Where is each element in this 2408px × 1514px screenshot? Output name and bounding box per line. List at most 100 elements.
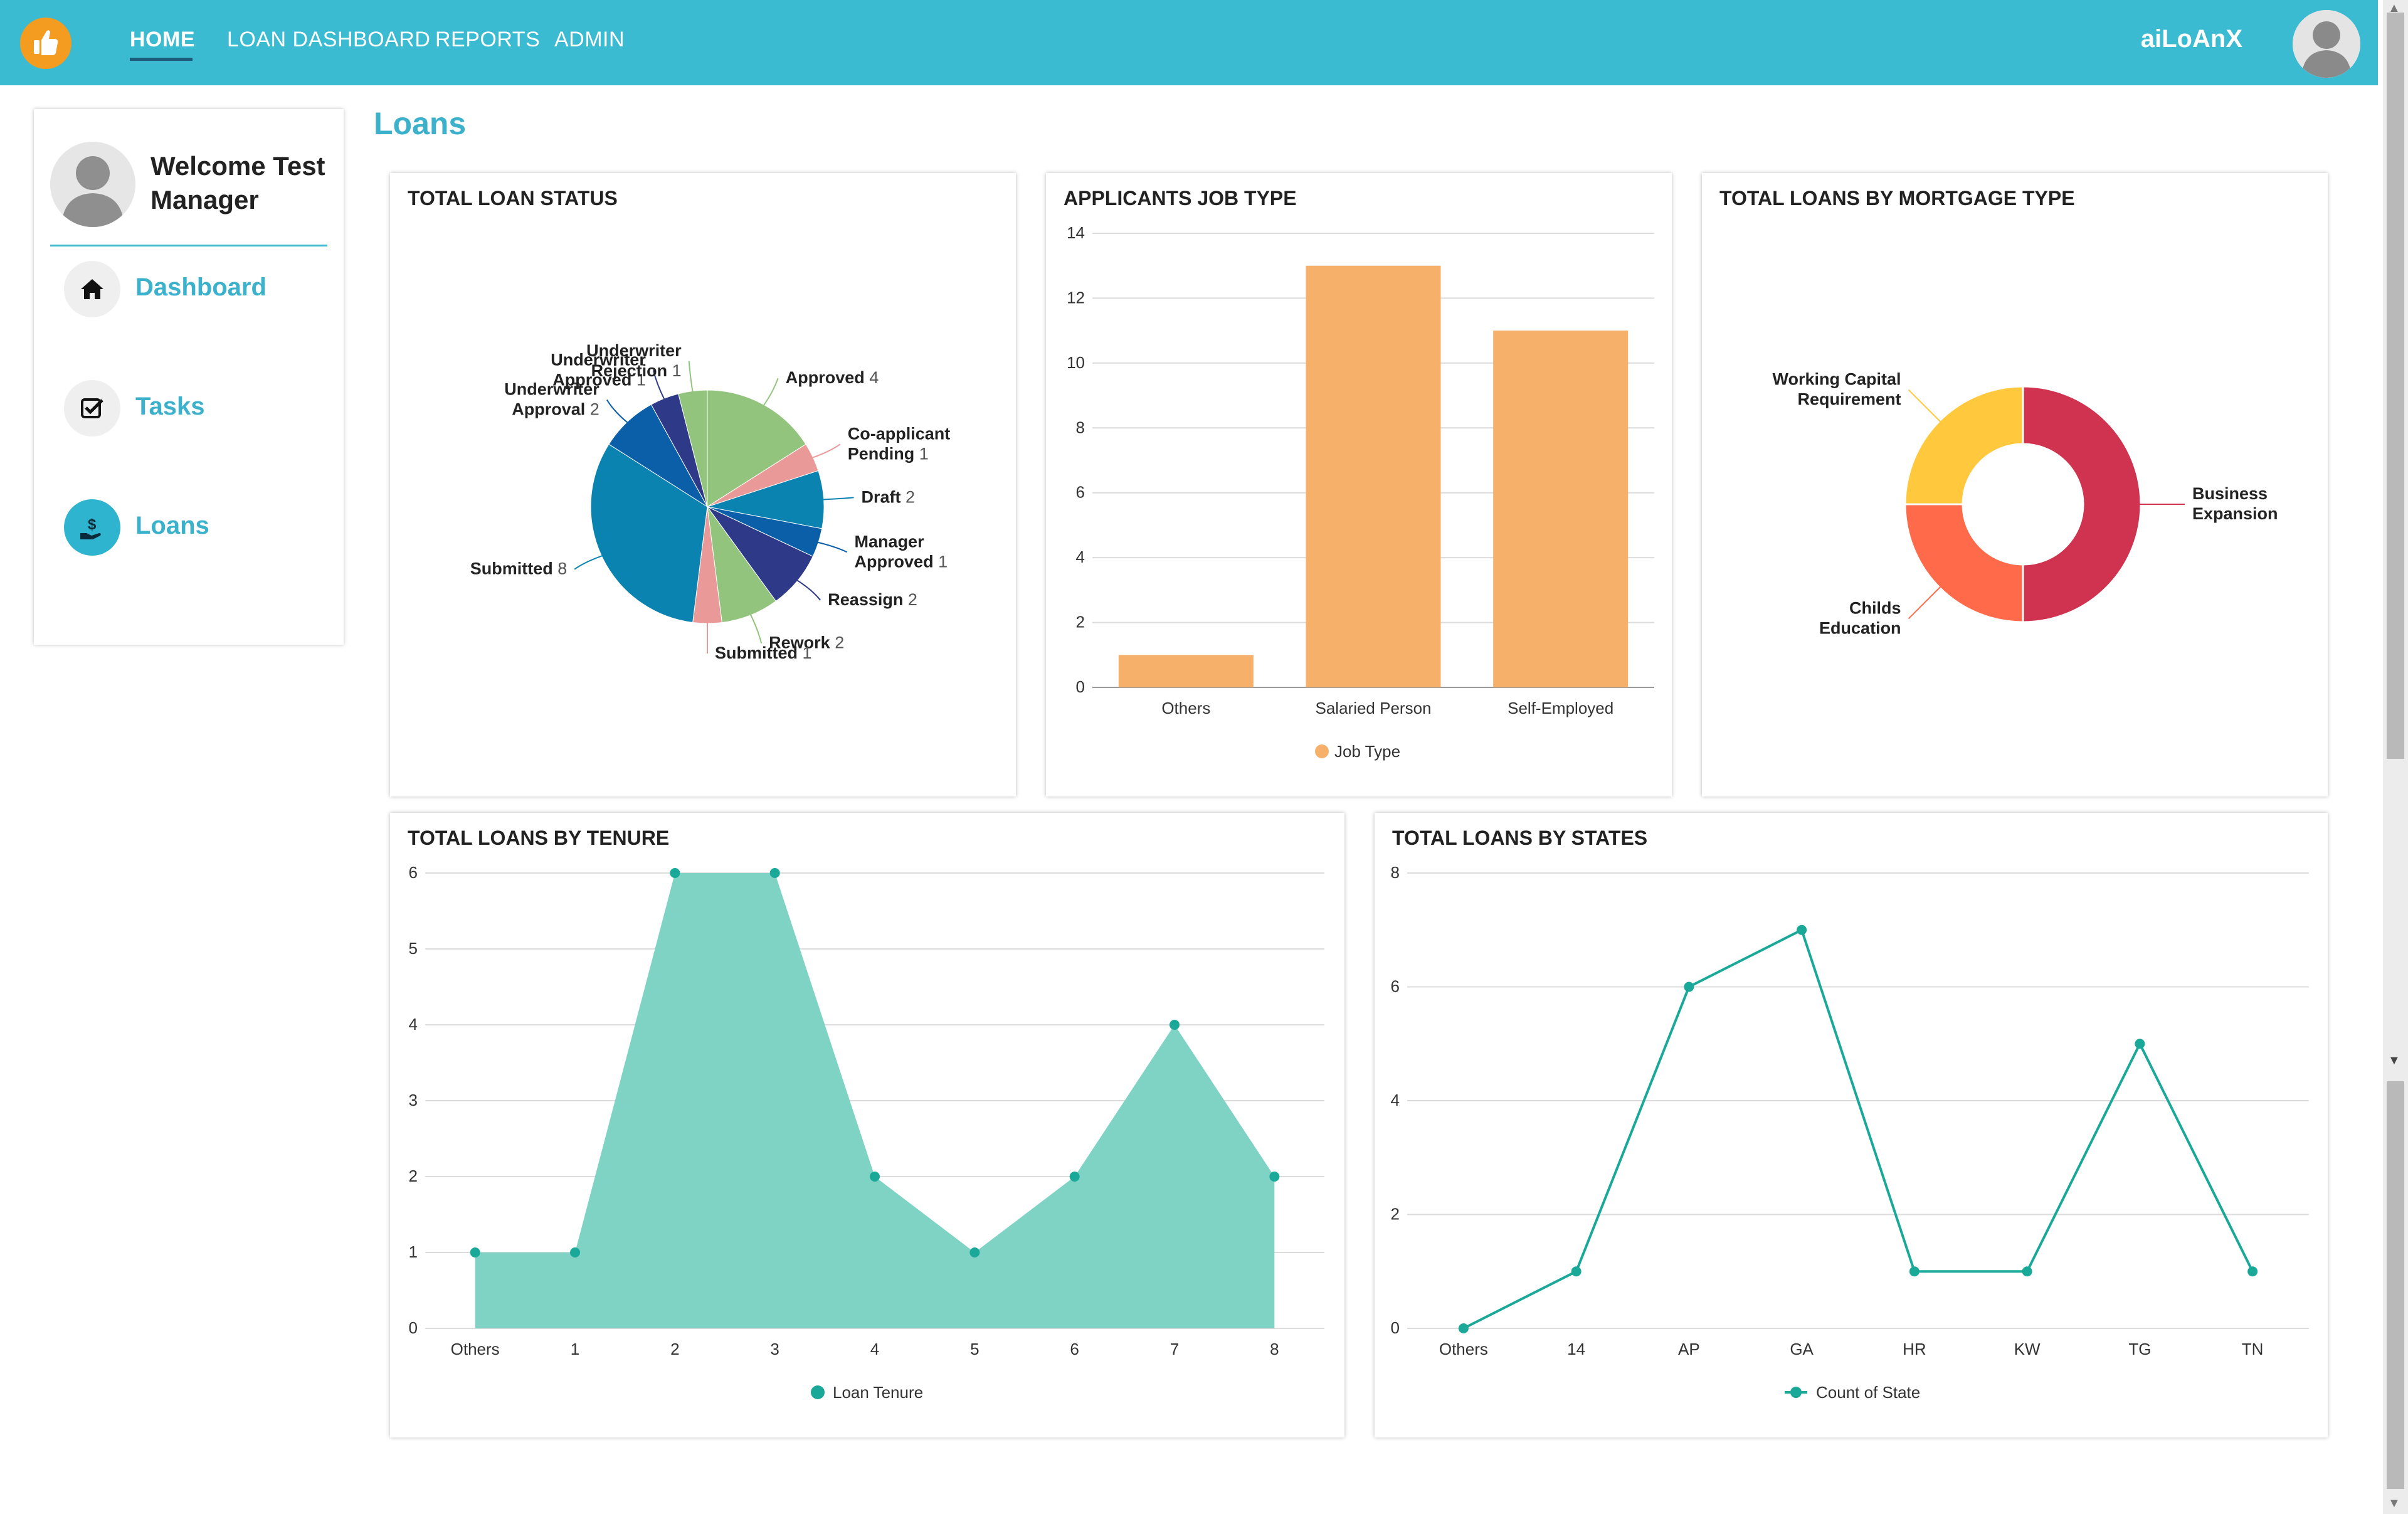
y-tick-label: 4 <box>1391 1091 1400 1109</box>
pie-label: Underwriter Approval 2 <box>504 379 599 418</box>
pie-leader-line <box>606 399 631 426</box>
legend-label: Count of State <box>1816 1383 1920 1402</box>
y-tick-label: 2 <box>1391 1205 1400 1224</box>
nav-loan-dashboard[interactable]: LOAN DASHBOARD <box>227 28 431 51</box>
data-point <box>670 868 680 878</box>
sidebar-item-tasks[interactable]: Tasks <box>64 380 327 438</box>
nav-admin[interactable]: ADMIN <box>554 28 625 51</box>
user-silhouette-icon <box>50 142 135 227</box>
data-point <box>1069 1172 1080 1182</box>
top-navbar: HOME LOAN DASHBOARD REPORTS ADMIN aiLoAn… <box>0 0 2378 85</box>
card-mortgage-type: TOTAL LOANS BY MORTGAGE TYPE Business Exp… <box>1702 173 2328 797</box>
x-tick-label: Self-Employed <box>1508 699 1613 717</box>
nav-reports[interactable]: REPORTS <box>435 28 541 51</box>
x-tick-label: 3 <box>770 1340 779 1358</box>
pie-slice <box>707 506 813 602</box>
y-tick-label: 2 <box>1076 613 1085 632</box>
donut-label: Childs Education <box>1819 598 1901 637</box>
y-tick-label: 10 <box>1067 353 1085 372</box>
pie-label: Underwriter Rejection 1 <box>586 341 682 380</box>
job-type-bar-chart: 0 2 4 6 8 10 12 14 Others Salaried Person Self-Emp… <box>1067 223 1654 761</box>
y-tick-label: 6 <box>1076 483 1085 502</box>
y-tick-label: 6 <box>409 863 418 882</box>
legend-marker <box>1315 744 1329 758</box>
data-point <box>1571 1266 1582 1277</box>
y-tick-label: 0 <box>1391 1318 1400 1337</box>
user-avatar[interactable] <box>2293 10 2360 78</box>
y-tick-label: 4 <box>409 1015 418 1034</box>
sidebar-divider <box>50 245 327 246</box>
pie-leader-line <box>652 370 667 403</box>
card-loans-by-tenure: TOTAL LOANS BY TENURE 0 1 2 3 4 5 6 Others 1 2 3 4 5… <box>390 813 1344 1437</box>
pie-leader-line <box>688 361 694 396</box>
sidebar-item-label: Tasks <box>135 393 205 420</box>
checkbox-icon <box>64 380 120 437</box>
app-logo[interactable] <box>20 18 71 69</box>
x-tick-label: 1 <box>571 1340 579 1358</box>
pie-label: Draft 2 <box>862 487 916 506</box>
card-applicants-job-type: APPLICANTS JOB TYPE 0 2 4 6 8 10 12 14 Others Sal… <box>1046 173 1672 797</box>
data-point <box>1269 1172 1280 1182</box>
profile-avatar <box>50 142 135 227</box>
data-point <box>1684 982 1694 992</box>
card-total-loan-status: TOTAL LOAN STATUS Approved 4 Co-applicant… <box>390 173 1016 797</box>
y-tick-label: 1 <box>409 1242 418 1261</box>
x-tick-label: TN <box>2242 1340 2264 1358</box>
states-line-chart: 0 2 4 6 8 Others 14 AP GA HR KW TG TN Count of State <box>1391 863 2309 1402</box>
y-tick-label: 4 <box>1076 548 1085 566</box>
x-tick-label: KW <box>2014 1340 2041 1358</box>
scroll-down-icon[interactable]: ▼ <box>2388 1054 2400 1067</box>
pie-label: Reassign 2 <box>828 590 917 609</box>
scroll-bottom-icon[interactable]: ▼ <box>2388 1496 2400 1510</box>
data-point <box>1170 1020 1180 1030</box>
donut-slice <box>2022 385 2142 623</box>
y-tick-label: 2 <box>409 1167 418 1185</box>
legend-label: Loan Tenure <box>833 1383 923 1402</box>
thumbs-up-icon <box>34 30 58 55</box>
data-point <box>470 1247 480 1257</box>
legend-marker <box>1790 1387 1802 1398</box>
donut-slice <box>1904 385 2024 506</box>
card-loans-by-states: TOTAL LOANS BY STATES 0 2 4 6 8 Others 14 AP GA H… <box>1375 813 2328 1437</box>
pie-leader-line <box>793 577 821 601</box>
scroll-thumb-lower[interactable] <box>2387 1081 2404 1489</box>
welcome-text: Welcome Test Manager <box>150 151 325 214</box>
tenure-area-chart: 0 1 2 3 4 5 6 Others 1 2 3 4 5 6 7 8 Loan Tenure <box>409 863 1324 1402</box>
y-tick-label: 5 <box>409 939 418 958</box>
mortgage-type-donut-chart: Business Expansion Childs Education Working … <box>1773 370 2278 638</box>
x-tick-label: 7 <box>1170 1340 1179 1358</box>
pie-label: Manager Approved 1 <box>855 532 948 571</box>
chart-title: TOTAL LOAN STATUS <box>408 187 618 209</box>
data-point <box>1458 1323 1469 1333</box>
loan-status-pie-chart: Approved 4 Co-applicant Pending 1 Draft 2 Ma… <box>470 341 951 662</box>
pie-leader-line <box>813 541 847 553</box>
y-tick-label: 6 <box>1391 977 1400 996</box>
vertical-scrollbar[interactable]: ▲ ▼ ▼ <box>2383 0 2408 1514</box>
data-point <box>2135 1039 2145 1049</box>
legend-marker <box>811 1385 825 1399</box>
scroll-thumb[interactable] <box>2387 13 2404 759</box>
data-point <box>969 1247 980 1257</box>
scroll-up-icon[interactable]: ▲ <box>2388 1 2400 15</box>
x-tick-label: AP <box>1678 1340 1700 1358</box>
x-tick-label: Salaried Person <box>1316 699 1432 717</box>
y-tick-label: 8 <box>1076 418 1085 437</box>
bar <box>1118 655 1254 687</box>
y-tick-label: 0 <box>409 1318 418 1337</box>
bar <box>1306 265 1441 687</box>
data-point <box>2247 1266 2258 1277</box>
x-tick-label: 8 <box>1270 1340 1279 1358</box>
sidebar-item-dashboard[interactable]: Dashboard <box>64 261 327 319</box>
brand-name: aiLoAnX <box>2140 25 2242 53</box>
x-tick-label: GA <box>1790 1340 1814 1358</box>
y-tick-label: 12 <box>1067 288 1085 307</box>
pie-label: Approved 4 <box>786 368 879 387</box>
nav-active-indicator <box>130 58 193 61</box>
nav-home[interactable]: HOME <box>130 28 195 51</box>
legend-label: Job Type <box>1334 742 1400 761</box>
svg-text:$: $ <box>88 516 97 533</box>
chart-title: TOTAL LOANS BY MORTGAGE TYPE <box>1719 187 2075 209</box>
donut-label: Business Expansion <box>2192 484 2278 523</box>
series-line <box>1462 928 2254 1330</box>
sidebar-item-loans[interactable]: $ Loans <box>64 499 327 557</box>
